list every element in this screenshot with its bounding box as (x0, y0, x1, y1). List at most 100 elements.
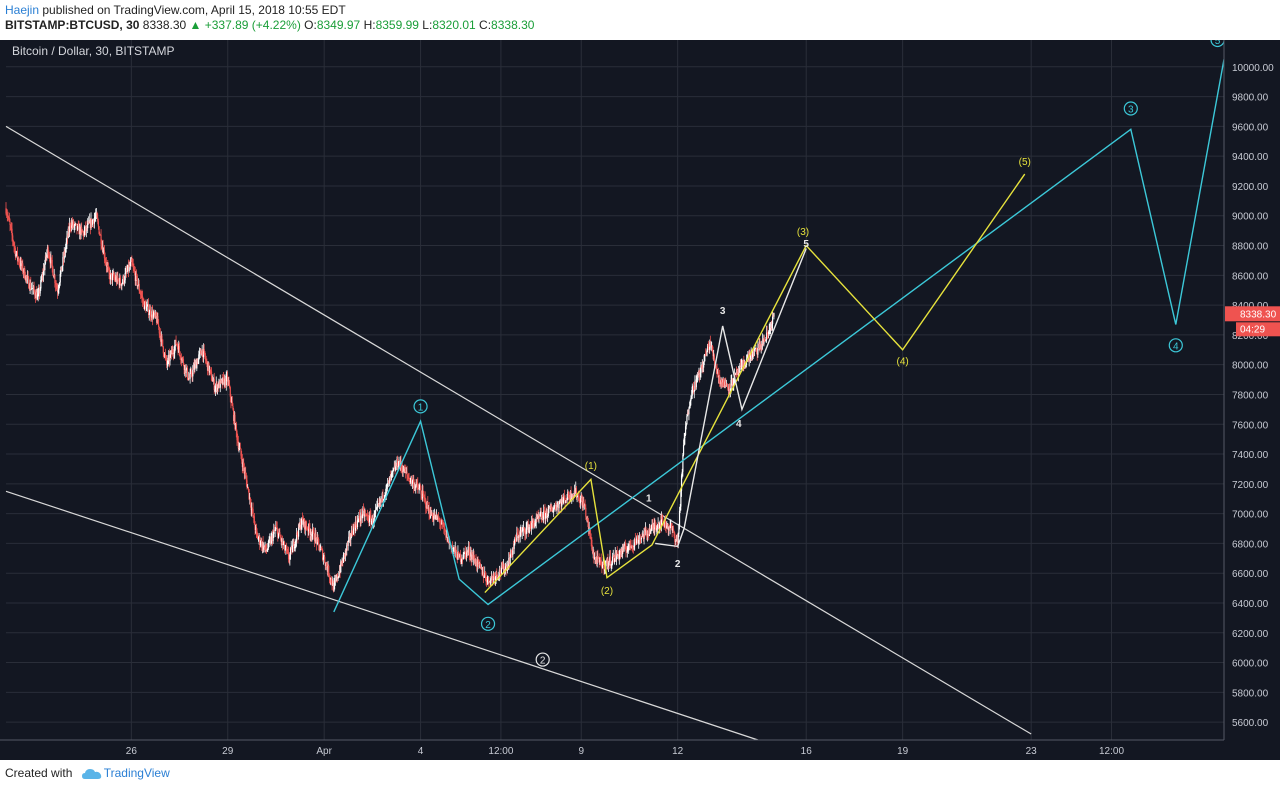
candle-body (233, 415, 235, 421)
candle-body (722, 377, 724, 383)
candle-body (557, 504, 559, 506)
candle-body (248, 489, 250, 499)
candle-body (493, 575, 495, 577)
candle-body (334, 581, 336, 584)
candle-body (152, 314, 154, 319)
candle-body (347, 540, 349, 546)
candle-body (172, 350, 174, 353)
candle-body (115, 277, 118, 283)
candle-body (530, 526, 532, 529)
candle-body (157, 316, 159, 325)
white-wave-path (655, 248, 807, 548)
candle-body (24, 268, 26, 279)
trendline (5, 125, 1032, 735)
candle-body (27, 276, 29, 278)
candle-body (672, 528, 675, 532)
candle-body (220, 379, 222, 381)
candle-body (152, 311, 154, 319)
candle-body (289, 554, 291, 560)
candle-body (749, 355, 751, 360)
tradingview-link[interactable]: TradingView (103, 766, 170, 780)
candle-body (605, 562, 607, 567)
candle-body (168, 355, 170, 362)
candle-body (684, 435, 686, 438)
candle-body (69, 224, 71, 232)
candle-body (160, 334, 162, 342)
candle-body (237, 441, 239, 449)
candle-body (522, 527, 525, 530)
candle-body (495, 571, 497, 578)
candle-body (322, 550, 324, 560)
candle-body (519, 531, 521, 538)
author-link[interactable]: Haejin (5, 3, 40, 17)
candle-body (241, 455, 243, 461)
candle-body (691, 386, 693, 396)
candle-body (391, 472, 393, 475)
candle-body (532, 520, 535, 524)
candle-body (668, 527, 671, 529)
candle-body (43, 268, 45, 271)
candle-body (520, 530, 523, 533)
candle-body (46, 253, 48, 258)
candle-body (636, 537, 638, 544)
candle-body (198, 351, 201, 355)
candle-body (223, 378, 225, 386)
candle-body (215, 382, 217, 387)
candle-body (141, 295, 143, 297)
candle-body (246, 480, 248, 488)
candle-body (360, 512, 363, 519)
candle-body (71, 222, 73, 228)
candle-body (597, 556, 600, 559)
candle-body (751, 354, 754, 358)
candle-body (301, 517, 303, 525)
candle-body (267, 548, 269, 551)
candle-body (385, 485, 387, 494)
candle-body (693, 390, 695, 393)
candle-body (289, 548, 292, 555)
candle-body (73, 221, 75, 227)
candle-body (767, 331, 770, 334)
candle-body (239, 447, 241, 449)
candle-body (228, 380, 230, 385)
candle-body (298, 524, 300, 528)
candle-body (582, 501, 584, 508)
candle-body (52, 275, 55, 278)
axes[interactable]: 5600.00 5800.00 6000.00 6200.00 6400.00 6600.… (0, 40, 1280, 760)
candle-body (224, 378, 226, 386)
candle-body (358, 516, 361, 520)
candle-body (202, 349, 204, 358)
candle-body (574, 490, 576, 494)
candle-body (617, 554, 619, 556)
candle-body (680, 490, 682, 507)
trendlines[interactable] (5, 125, 1032, 741)
candle-body (270, 537, 272, 544)
candle-body (129, 261, 132, 267)
candle-body (92, 220, 94, 222)
candle-body (478, 560, 480, 564)
wave-paths[interactable] (333, 59, 1225, 613)
candle-body (667, 523, 669, 530)
candle-body (18, 258, 20, 263)
candle-body (240, 448, 242, 456)
candle-body (144, 302, 146, 305)
candle-body (588, 527, 590, 530)
candle-body (433, 514, 436, 517)
candle-body (492, 576, 494, 580)
candle-body (201, 349, 203, 356)
candle-body (101, 244, 103, 248)
candle-body (426, 502, 428, 509)
candle-body (695, 379, 697, 388)
candle-body (725, 381, 727, 386)
chart-area[interactable]: 1 2 3 4 5 2 (1) (2) (3) (4) (5) 1 2 3 4 5 5600.00 5800.0… (0, 40, 1280, 760)
candle-body (372, 517, 374, 524)
candle-body (255, 527, 258, 532)
candle-body (594, 557, 596, 559)
candle-body (292, 541, 294, 546)
candle-body (148, 304, 150, 316)
candle-body (552, 510, 554, 512)
candle-body (503, 563, 505, 573)
candle-body (355, 521, 357, 526)
candle-body (464, 551, 466, 553)
candle-body (609, 556, 611, 563)
